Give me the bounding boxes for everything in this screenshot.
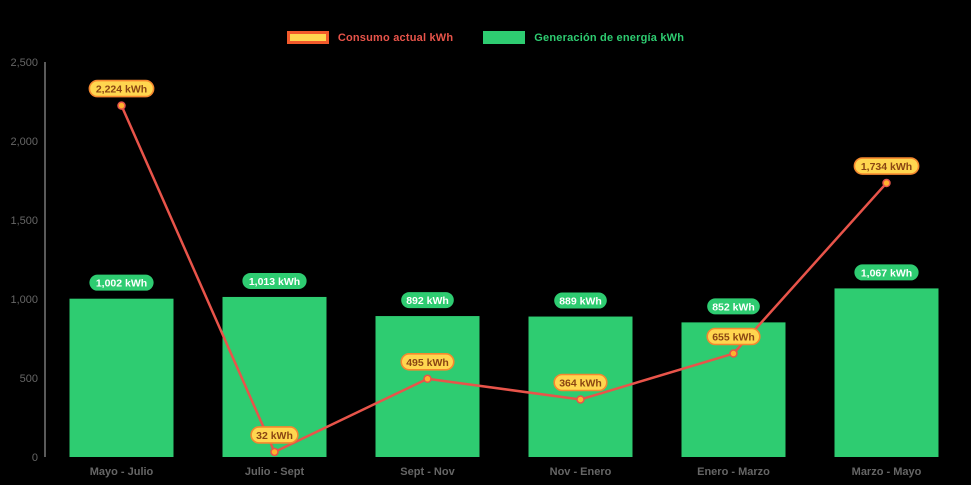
bar-value-3-label: 889 kWh bbox=[559, 296, 602, 308]
bar-value-4-label: 852 kWh bbox=[712, 301, 755, 313]
legend-label-generacion: Generación de energía kWh bbox=[534, 31, 685, 44]
line-value-2-pill bbox=[400, 352, 455, 371]
x-category-label: Sept - Nov bbox=[400, 466, 455, 478]
line-point-2[interactable] bbox=[423, 374, 432, 384]
line-value-1-pill bbox=[250, 426, 299, 444]
bar-value-0-pill bbox=[89, 274, 154, 291]
x-category-label: Enero - Marzo bbox=[697, 466, 770, 478]
line-point-4[interactable] bbox=[729, 349, 738, 358]
y-tick-label: 500 bbox=[20, 373, 38, 385]
bar-value-2-pill bbox=[401, 292, 454, 309]
chart-legend: Consumo actual kWh Generación de energía… bbox=[0, 31, 971, 44]
line-value-4-pill bbox=[706, 327, 761, 346]
y-tick-label: 1,000 bbox=[10, 294, 38, 306]
line-point-0[interactable] bbox=[117, 101, 126, 110]
generacion-swatch-icon bbox=[483, 31, 526, 44]
bar-value-4-pill bbox=[707, 298, 760, 315]
line-value-3-pill bbox=[553, 373, 608, 392]
line-value-1-label: 32 kWh bbox=[256, 430, 293, 442]
y-tick-label: 2,500 bbox=[10, 57, 38, 69]
bar-value-2-label: 892 kWh bbox=[406, 295, 449, 307]
x-category-label: Nov - Enero bbox=[550, 466, 612, 478]
consumo-line bbox=[120, 104, 888, 454]
line-value-3-label: 364 kWh bbox=[559, 377, 602, 389]
bar-value-1-label: 1,013 kWh bbox=[249, 276, 300, 288]
x-category-label: Mayo - Julio bbox=[90, 466, 154, 478]
line-value-4-label: 655 kWh bbox=[712, 332, 755, 344]
line-point-1[interactable] bbox=[270, 447, 279, 457]
legend-item-consumo[interactable]: Consumo actual kWh bbox=[286, 31, 454, 44]
bar-value-5-label: 1,067 kWh bbox=[861, 267, 912, 279]
bar-2[interactable] bbox=[375, 316, 480, 457]
x-category-label: Julio - Sept bbox=[245, 466, 305, 478]
legend-label-consumo: Consumo actual kWh bbox=[337, 31, 454, 44]
line-point-3[interactable] bbox=[576, 395, 585, 404]
y-tick-label: 1,500 bbox=[10, 215, 38, 227]
line-value-2-label: 495 kWh bbox=[406, 357, 449, 369]
y-tick-label: 0 bbox=[32, 452, 38, 464]
y-tick-label: 2,000 bbox=[10, 136, 38, 148]
x-category-label: Marzo - Mayo bbox=[852, 466, 922, 478]
bar-5[interactable] bbox=[834, 288, 939, 457]
line-value-0-label: 2,224 kWh bbox=[96, 84, 147, 96]
legend-item-generacion[interactable]: Generación de energía kWh bbox=[483, 31, 684, 44]
consumo-swatch-icon bbox=[286, 31, 329, 44]
line-value-5-pill bbox=[853, 157, 920, 175]
line-point-5[interactable] bbox=[882, 178, 891, 188]
bar-value-3-pill bbox=[554, 292, 607, 309]
line-value-0-pill bbox=[88, 79, 155, 98]
bar-value-5-pill bbox=[854, 264, 919, 281]
bar-0[interactable] bbox=[69, 298, 174, 457]
bar-value-0-label: 1,002 kWh bbox=[96, 278, 147, 290]
bar-value-1-pill bbox=[242, 272, 307, 289]
line-value-5-label: 1,734 kWh bbox=[861, 161, 912, 173]
